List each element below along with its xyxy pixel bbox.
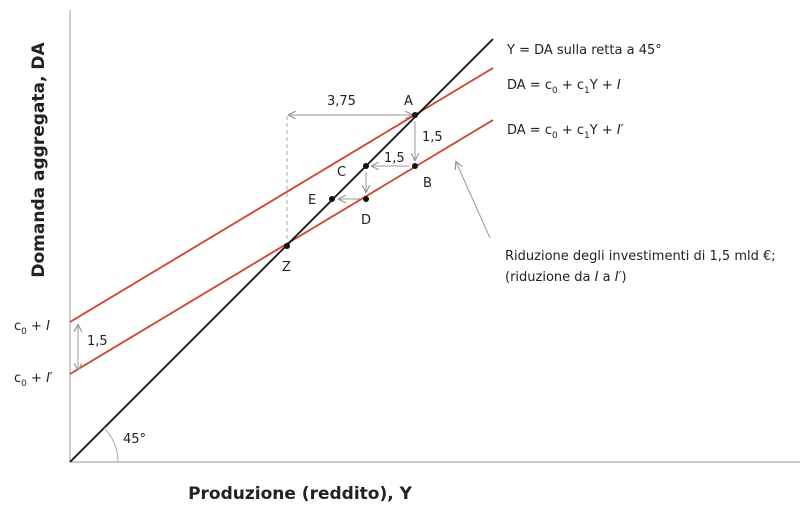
t: 1: [584, 131, 590, 141]
y-axis-title: Domanda aggregata, DA: [29, 42, 49, 278]
angle-arc: [103, 427, 119, 463]
t: +: [27, 371, 46, 386]
point: [412, 163, 418, 169]
line-label: DA = c0 + c1Y + I′: [507, 123, 624, 141]
point: [284, 243, 290, 249]
t: + c: [558, 123, 584, 138]
point: [412, 112, 418, 118]
t: I′: [46, 371, 53, 386]
angle-label: 45°: [123, 432, 146, 447]
da-low-line: [69, 119, 494, 375]
line-label: DA = c0 + c1Y + I: [507, 78, 621, 96]
step-label: 3,75: [327, 94, 356, 109]
point-label: C: [337, 165, 346, 180]
t: I: [46, 319, 50, 334]
t: Y +: [589, 123, 617, 138]
point: [363, 163, 369, 169]
t: I: [617, 78, 621, 93]
t: +: [27, 319, 46, 334]
da-high-line: [69, 67, 494, 323]
point-label: B: [423, 176, 432, 191]
t: (riduzione da: [505, 270, 595, 285]
point: [329, 196, 335, 202]
t: c: [14, 371, 21, 386]
step-label: 1,5: [384, 151, 405, 166]
t: DA = c: [507, 123, 552, 138]
x-axis-title: Produzione (reddito), Y: [188, 484, 413, 504]
annotation: (riduzione da I a I′): [505, 270, 627, 285]
t: c: [14, 319, 21, 334]
t: I: [595, 270, 599, 285]
t: 1: [584, 86, 590, 96]
t: 0: [552, 86, 558, 96]
t: 0: [21, 379, 27, 389]
intercept-label: c0 + I: [14, 319, 50, 337]
intercept-label: c0 + I′: [14, 371, 53, 389]
point-label: E: [308, 193, 316, 208]
t: I′: [617, 123, 624, 138]
point-label: D: [361, 213, 371, 228]
annotation: Riduzione degli investimenti di 1,5 mld …: [505, 249, 776, 264]
point-label: A: [404, 94, 413, 109]
points: [284, 112, 418, 249]
annotation-arrow: [456, 162, 491, 239]
t: DA = c: [507, 78, 552, 93]
t: 0: [552, 131, 558, 141]
line-45: [69, 38, 494, 463]
t: a: [598, 270, 614, 285]
point: [363, 196, 369, 202]
gap-label: 1,5: [87, 334, 108, 349]
point-label: Z: [282, 260, 291, 275]
step-label: 1,5: [422, 130, 443, 145]
t: I′: [615, 270, 622, 285]
t: ): [622, 270, 627, 285]
line-label: Y = DA sulla retta a 45°: [506, 43, 662, 58]
t: Y +: [589, 78, 617, 93]
t: + c: [558, 78, 584, 93]
t: 0: [21, 327, 27, 337]
